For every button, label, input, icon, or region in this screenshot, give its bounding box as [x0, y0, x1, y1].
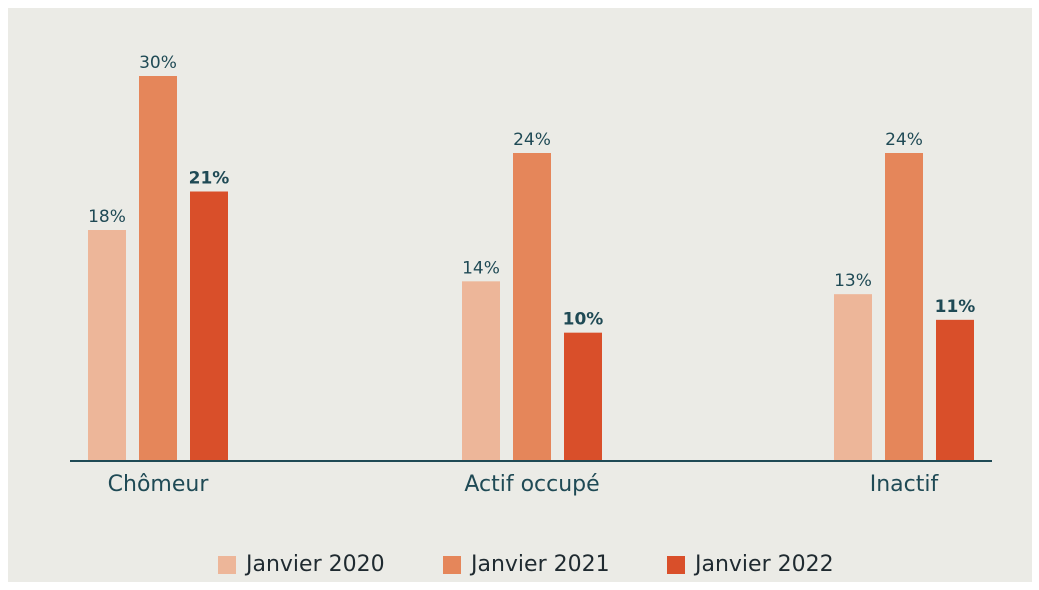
- legend-label: Janvier 2022: [693, 552, 834, 577]
- x-tick-label: Chômeur: [108, 472, 210, 497]
- bar: [462, 281, 500, 461]
- bar: [190, 191, 228, 461]
- x-tick-label: Inactif: [870, 472, 940, 497]
- data-label: 13%: [834, 271, 872, 291]
- legend-label: Janvier 2021: [469, 552, 610, 577]
- data-label: 18%: [88, 207, 126, 227]
- bar: [139, 76, 177, 461]
- legend-swatch: [218, 556, 236, 574]
- bar: [834, 294, 872, 461]
- data-label: 10%: [563, 310, 604, 330]
- data-label: 21%: [189, 169, 230, 189]
- data-label: 11%: [935, 297, 976, 317]
- legend-swatch: [443, 556, 461, 574]
- data-label: 14%: [462, 258, 500, 278]
- bar: [88, 230, 126, 461]
- legend-label: Janvier 2020: [244, 552, 385, 577]
- bar: [885, 153, 923, 461]
- data-label: 24%: [513, 130, 551, 150]
- x-tick-label: Actif occupé: [464, 472, 599, 497]
- bar: [513, 153, 551, 461]
- data-label: 30%: [139, 53, 177, 73]
- legend-swatch: [667, 556, 685, 574]
- bar: [936, 319, 974, 461]
- data-label: 24%: [885, 130, 923, 150]
- bar: [564, 332, 602, 461]
